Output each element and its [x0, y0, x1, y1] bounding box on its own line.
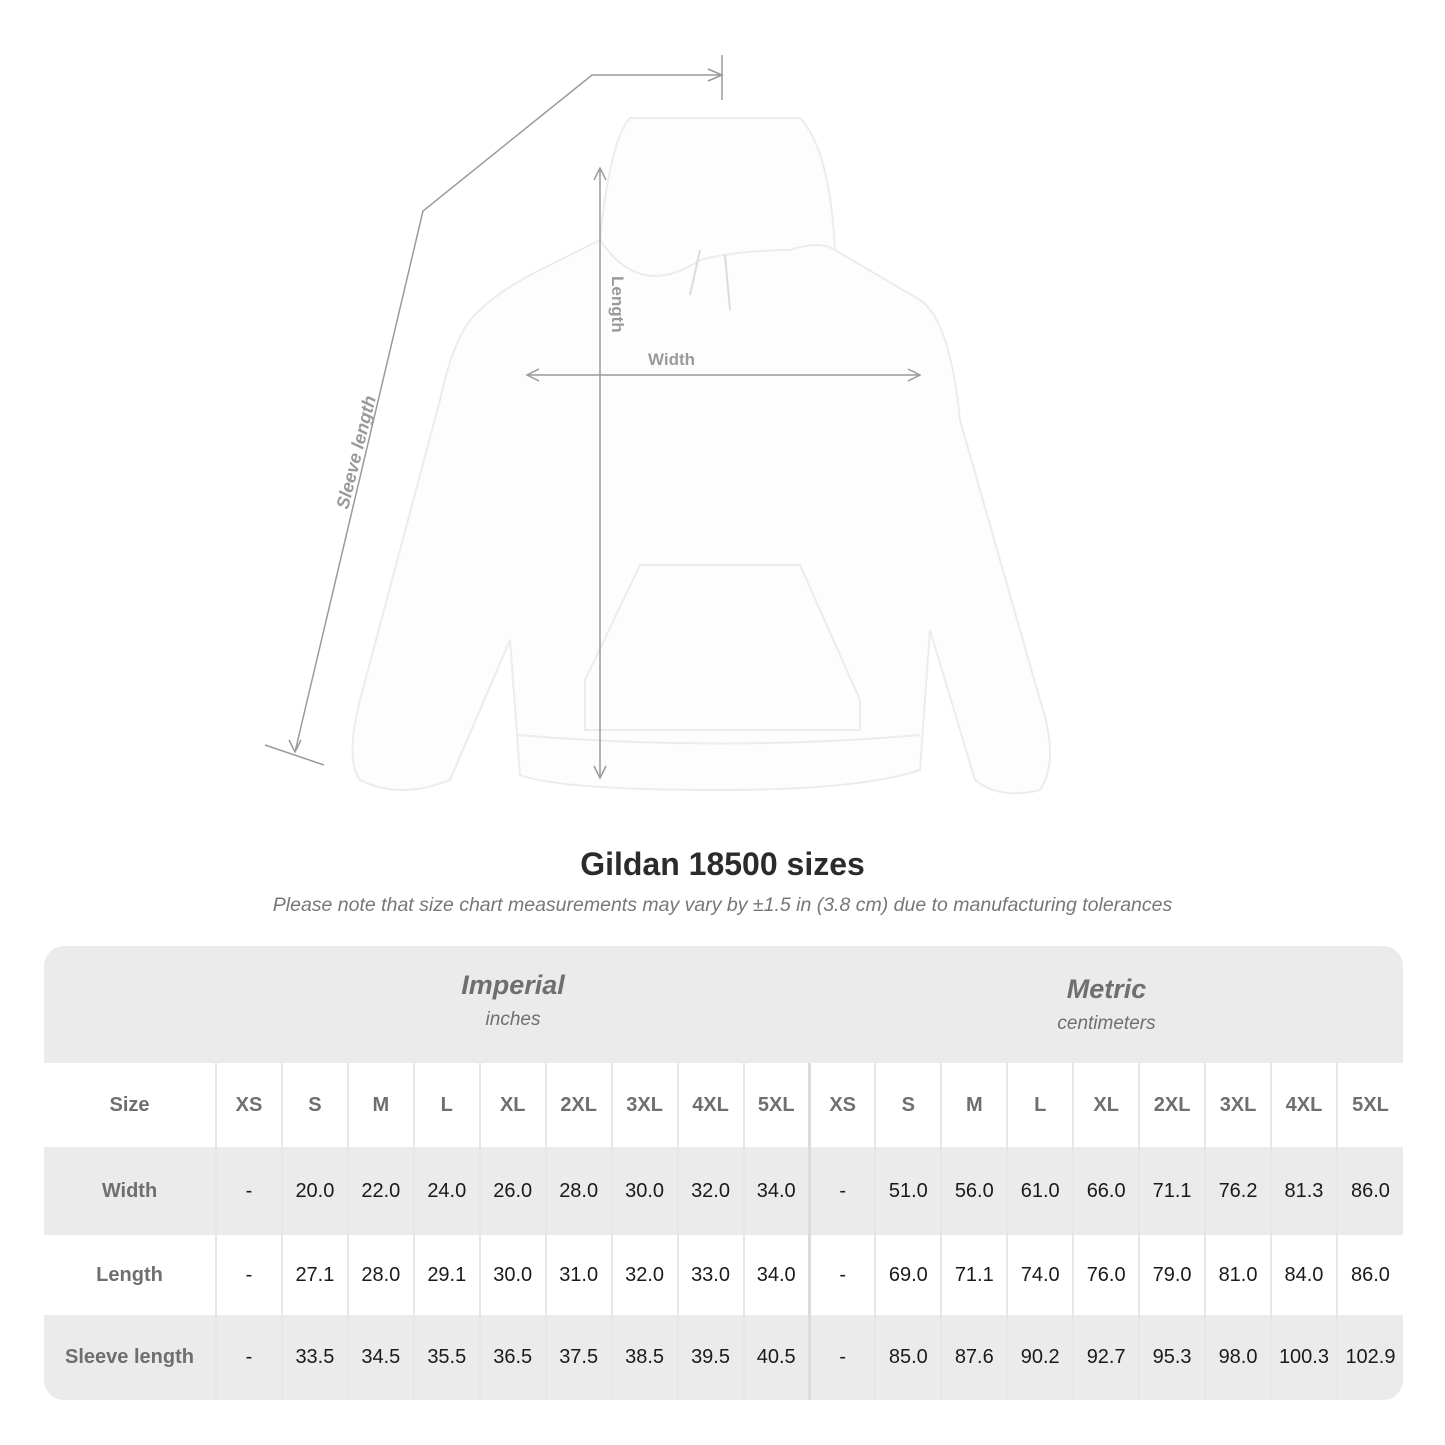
width-label: Width [648, 350, 695, 369]
metric-value-cell: 61.0 [1006, 1147, 1074, 1235]
imperial-size-4xl: 4XL [676, 1063, 744, 1147]
imperial-value-cell: 32.0 [610, 1235, 678, 1315]
imperial-header: Imperial inches [216, 946, 810, 1087]
imperial-size-xl: XL [478, 1063, 546, 1147]
imperial-value-cell: - [215, 1147, 282, 1235]
imperial-value-cell: 24.0 [412, 1147, 480, 1235]
hoodie-measurement-diagram: Sleeve length Length Width [264, 55, 1051, 795]
imperial-value-cell: 39.5 [676, 1315, 744, 1400]
metric-size-3xl: 3XL [1204, 1063, 1271, 1147]
metric-size-l: L [1006, 1063, 1074, 1147]
imperial-size-3xl: 3XL [610, 1063, 678, 1147]
page-title: Gildan 18500 sizes [580, 846, 865, 882]
metric-size-xs: XS [807, 1063, 876, 1147]
imperial-value-cell: 28.0 [544, 1147, 612, 1235]
metric-value-cell: 79.0 [1138, 1235, 1206, 1315]
imperial-value-cell: 28.0 [346, 1235, 414, 1315]
metric-value-cell: 81.3 [1270, 1147, 1337, 1235]
metric-value-cell: 85.0 [874, 1315, 942, 1400]
imperial-value-cell: 35.5 [412, 1315, 480, 1400]
metric-value-cell: 92.7 [1072, 1315, 1140, 1400]
metric-value-cell: 95.3 [1138, 1315, 1206, 1400]
size-table: Size XS S M L XL 2XL 3XL 4XL 5XL XS S M L XL 2XL 3XL 4XL 5… [44, 1063, 1403, 1400]
metric-value-cell: 86.0 [1335, 1235, 1403, 1315]
metric-value-cell: 81.0 [1204, 1235, 1271, 1315]
imperial-value-cell: 34.0 [742, 1235, 810, 1315]
metric-value-cell: 98.0 [1204, 1315, 1271, 1400]
imperial-value-cell: - [215, 1315, 282, 1400]
metric-value-cell: - [807, 1235, 876, 1315]
imperial-size-m: M [346, 1063, 414, 1147]
metric-value-cell: 86.0 [1335, 1147, 1403, 1235]
imperial-value-cell: 33.0 [676, 1235, 744, 1315]
imperial-value-cell: 32.0 [676, 1147, 744, 1235]
imperial-value-cell: - [215, 1235, 282, 1315]
imperial-title: Imperial [461, 970, 565, 1000]
imperial-size-l: L [412, 1063, 480, 1147]
imperial-value-cell: 30.0 [610, 1147, 678, 1235]
imperial-size-s: S [280, 1063, 348, 1147]
metric-size-5xl: 5XL [1335, 1063, 1403, 1147]
row-label: Sleeve length [65, 1346, 194, 1368]
imperial-value-cell: 26.0 [478, 1147, 546, 1235]
metric-value-cell: 66.0 [1072, 1147, 1140, 1235]
imperial-size-2xl: 2XL [544, 1063, 612, 1147]
metric-size-s: S [874, 1063, 942, 1147]
metric-size-4xl: 4XL [1270, 1063, 1337, 1147]
table-row: Length -27.1 28.0 29.1 30.0 31.0 32.0 33.0 34.0-… [44, 1235, 1403, 1315]
imperial-value-cell: 34.5 [346, 1315, 414, 1400]
imperial-value-cell: 38.5 [610, 1315, 678, 1400]
metric-value-cell: 87.6 [940, 1315, 1008, 1400]
metric-value-cell: 51.0 [874, 1147, 942, 1235]
metric-value-cell: 76.0 [1072, 1235, 1140, 1315]
imperial-size-5xl: 5XL [742, 1063, 810, 1147]
metric-value-cell: - [807, 1147, 876, 1235]
metric-value-cell: 100.3 [1270, 1315, 1337, 1400]
length-label: Length [608, 276, 627, 333]
row-label: Width [101, 1179, 158, 1202]
size-header-row: Size XS S M L XL 2XL 3XL 4XL 5XL XS S M L XL 2XL 3XL 4XL 5… [44, 1063, 1403, 1147]
table-row: Width -20.0 22.0 24.0 26.0 28.0 30.0 32.0 34.0-5… [44, 1147, 1403, 1235]
metric-value-cell: 102.9 [1335, 1315, 1403, 1400]
metric-value-cell: 74.0 [1006, 1235, 1074, 1315]
sleeve-length-line [294, 74, 722, 753]
imperial-value-cell: 34.0 [742, 1147, 810, 1235]
metric-value-cell: 69.0 [874, 1235, 942, 1315]
imperial-value-cell: 22.0 [346, 1147, 414, 1235]
imperial-value-cell: 27.1 [280, 1235, 348, 1315]
imperial-size-xs: XS [215, 1063, 282, 1147]
metric-title: Metric [1066, 974, 1147, 1004]
size-chart-table: Imperial inches Metric centimeters Size X… [44, 946, 1403, 1400]
table-row: Sleeve length -33.5 34.5 35.5 36.5 37.5 38.5 39… [44, 1315, 1403, 1400]
imperial-value-cell: 40.5 [742, 1315, 810, 1400]
metric-header: Metric centimeters [810, 946, 1403, 1091]
metric-size-m: M [940, 1063, 1008, 1147]
imperial-value-cell: 20.0 [280, 1147, 348, 1235]
size-label: Size [109, 1093, 150, 1116]
metric-value-cell: 71.1 [1138, 1147, 1206, 1235]
metric-unit: centimeters [1057, 1013, 1156, 1034]
metric-value-cell: - [807, 1315, 876, 1400]
measurement-lines [264, 55, 922, 780]
imperial-value-cell: 33.5 [280, 1315, 348, 1400]
hoodie-image [351, 117, 1051, 795]
imperial-unit: inches [485, 1009, 541, 1030]
sleeve-length-label: Sleeve length [332, 394, 379, 511]
imperial-value-cell: 37.5 [544, 1315, 612, 1400]
metric-value-cell: 84.0 [1270, 1235, 1337, 1315]
metric-value-cell: 76.2 [1204, 1147, 1271, 1235]
imperial-value-cell: 36.5 [478, 1315, 546, 1400]
imperial-value-cell: 29.1 [412, 1235, 480, 1315]
imperial-value-cell: 30.0 [478, 1235, 546, 1315]
tolerance-note: Please note that size chart measurements… [272, 894, 1173, 916]
metric-value-cell: 71.1 [940, 1235, 1008, 1315]
imperial-value-cell: 31.0 [544, 1235, 612, 1315]
row-label: Length [96, 1263, 163, 1286]
metric-value-cell: 56.0 [940, 1147, 1008, 1235]
metric-value-cell: 90.2 [1006, 1315, 1074, 1400]
metric-size-xl: XL [1072, 1063, 1140, 1147]
metric-size-2xl: 2XL [1138, 1063, 1206, 1147]
